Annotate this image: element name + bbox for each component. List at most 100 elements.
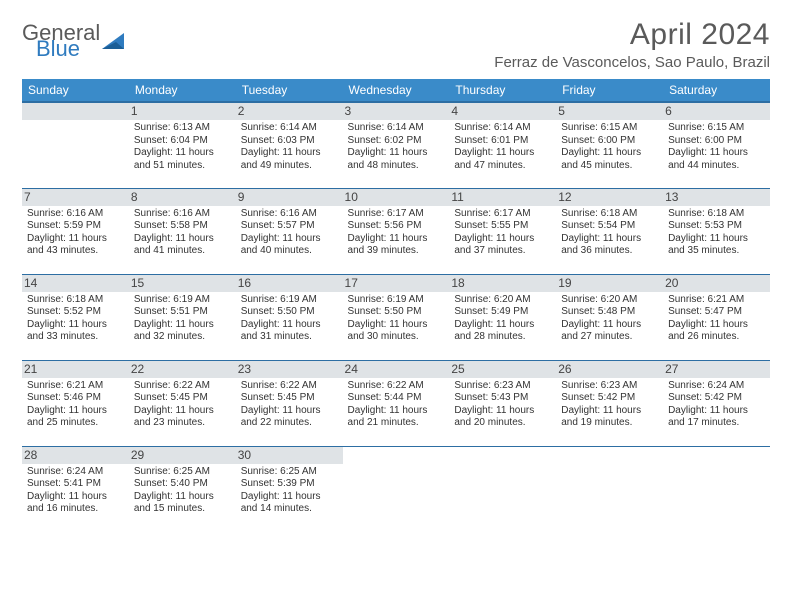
day-number: 23 — [236, 361, 343, 378]
day-number: 26 — [556, 361, 663, 378]
day-number: 19 — [556, 275, 663, 292]
day-number: 30 — [236, 447, 343, 464]
day-info: Sunrise: 6:19 AMSunset: 5:51 PMDaylight:… — [134, 294, 231, 344]
day-info: Sunrise: 6:24 AMSunset: 5:42 PMDaylight:… — [668, 380, 765, 430]
header: General Blue April 2024 Ferraz de Vascon… — [22, 18, 770, 71]
day-info: Sunrise: 6:16 AMSunset: 5:57 PMDaylight:… — [241, 208, 338, 258]
dayname-2: Tuesday — [236, 79, 343, 102]
day-cell — [449, 446, 556, 532]
day-cell: 4 Sunrise: 6:14 AMSunset: 6:01 PMDaylight… — [449, 102, 556, 188]
dayname-6: Saturday — [663, 79, 770, 102]
day-number: 15 — [129, 275, 236, 292]
day-number: 5 — [556, 103, 663, 120]
day-number: 20 — [663, 275, 770, 292]
day-number: 27 — [663, 361, 770, 378]
day-cell: 16Sunrise: 6:19 AMSunset: 5:50 PMDayligh… — [236, 274, 343, 360]
dayname-4: Thursday — [449, 79, 556, 102]
day-number: 12 — [556, 189, 663, 206]
day-number: 2 — [236, 103, 343, 120]
day-cell: 11 Sunrise: 6:17 AMSunset: 5:55 PMDayligh… — [449, 188, 556, 274]
day-info: Sunrise: 6:15 AMSunset: 6:00 PMDaylight:… — [668, 122, 765, 172]
day-number: 6 — [663, 103, 770, 120]
logo-word-2: Blue — [36, 38, 100, 60]
day-cell: 19Sunrise: 6:20 AMSunset: 5:48 PMDayligh… — [556, 274, 663, 360]
day-cell — [556, 446, 663, 532]
day-cell: 20 Sunrise: 6:21 AMSunset: 5:47 PMDayligh… — [663, 274, 770, 360]
day-number: 28 — [22, 447, 129, 464]
day-cell: 28Sunrise: 6:24 AMSunset: 5:41 PMDayligh… — [22, 446, 129, 532]
day-cell: 3 Sunrise: 6:14 AMSunset: 6:02 PMDaylight… — [343, 102, 450, 188]
logo-triangle-icon — [102, 31, 128, 51]
day-number: 4 — [449, 103, 556, 120]
day-cell — [663, 446, 770, 532]
day-cell: 15 Sunrise: 6:19 AMSunset: 5:51 PMDayligh… — [129, 274, 236, 360]
day-cell: 26 Sunrise: 6:23 AMSunset: 5:42 PMDayligh… — [556, 360, 663, 446]
day-number: 11 — [449, 189, 556, 206]
day-cell: 17Sunrise: 6:19 AMSunset: 5:50 PMDayligh… — [343, 274, 450, 360]
day-number: 29 — [129, 447, 236, 464]
day-number: 21 — [22, 361, 129, 378]
day-number: 22 — [129, 361, 236, 378]
day-info: Sunrise: 6:14 AMSunset: 6:02 PMDaylight:… — [348, 122, 445, 172]
day-info: Sunrise: 6:19 AMSunset: 5:50 PMDaylight:… — [348, 294, 445, 344]
day-cell — [343, 446, 450, 532]
day-cell: 25 Sunrise: 6:23 AMSunset: 5:43 PMDayligh… — [449, 360, 556, 446]
day-cell: 10 Sunrise: 6:17 AMSunset: 5:56 PMDayligh… — [343, 188, 450, 274]
day-info: Sunrise: 6:22 AMSunset: 5:45 PMDaylight:… — [241, 380, 338, 430]
day-cell: 22 Sunrise: 6:22 AMSunset: 5:45 PMDayligh… — [129, 360, 236, 446]
day-info: Sunrise: 6:19 AMSunset: 5:50 PMDaylight:… — [241, 294, 338, 344]
day-cell — [22, 102, 129, 188]
day-info: Sunrise: 6:21 AMSunset: 5:46 PMDaylight:… — [27, 380, 124, 430]
day-cell: 14 Sunrise: 6:18 AMSunset: 5:52 PMDayligh… — [22, 274, 129, 360]
dayname-5: Friday — [556, 79, 663, 102]
day-cell: 9 Sunrise: 6:16 AMSunset: 5:57 PMDaylight… — [236, 188, 343, 274]
day-info: Sunrise: 6:17 AMSunset: 5:56 PMDaylight:… — [348, 208, 445, 258]
page-title: April 2024 — [494, 18, 770, 52]
day-cell: 27 Sunrise: 6:24 AMSunset: 5:42 PMDayligh… — [663, 360, 770, 446]
day-info: Sunrise: 6:18 AMSunset: 5:52 PMDaylight:… — [27, 294, 124, 344]
day-cell: 18Sunrise: 6:20 AMSunset: 5:49 PMDayligh… — [449, 274, 556, 360]
day-number: 1 — [129, 103, 236, 120]
logo: General Blue — [22, 22, 128, 60]
day-cell: 12 Sunrise: 6:18 AMSunset: 5:54 PMDayligh… — [556, 188, 663, 274]
day-number: 10 — [343, 189, 450, 206]
dayname-0: Sunday — [22, 79, 129, 102]
day-info: Sunrise: 6:18 AMSunset: 5:53 PMDaylight:… — [668, 208, 765, 258]
day-number: 14 — [22, 275, 129, 292]
day-info: Sunrise: 6:16 AMSunset: 5:59 PMDaylight:… — [27, 208, 124, 258]
day-cell: 21 Sunrise: 6:21 AMSunset: 5:46 PMDayligh… — [22, 360, 129, 446]
day-info: Sunrise: 6:22 AMSunset: 5:44 PMDaylight:… — [348, 380, 445, 430]
day-info: Sunrise: 6:22 AMSunset: 5:45 PMDaylight:… — [134, 380, 231, 430]
day-number: 24 — [343, 361, 450, 378]
day-cell: 23 Sunrise: 6:22 AMSunset: 5:45 PMDayligh… — [236, 360, 343, 446]
day-number: 3 — [343, 103, 450, 120]
day-info: Sunrise: 6:14 AMSunset: 6:03 PMDaylight:… — [241, 122, 338, 172]
dayname-1: Monday — [129, 79, 236, 102]
day-cell: 24 Sunrise: 6:22 AMSunset: 5:44 PMDayligh… — [343, 360, 450, 446]
day-cell: 29 Sunrise: 6:25 AMSunset: 5:40 PMDayligh… — [129, 446, 236, 532]
day-info: Sunrise: 6:14 AMSunset: 6:01 PMDaylight:… — [454, 122, 551, 172]
day-info: Sunrise: 6:21 AMSunset: 5:47 PMDaylight:… — [668, 294, 765, 344]
day-number: 25 — [449, 361, 556, 378]
day-number: 8 — [129, 189, 236, 206]
day-cell: 6 Sunrise: 6:15 AMSunset: 6:00 PMDaylight… — [663, 102, 770, 188]
day-cell: 7 Sunrise: 6:16 AMSunset: 5:59 PMDaylight… — [22, 188, 129, 274]
day-cell: 1Sunrise: 6:13 AMSunset: 6:04 PMDaylight… — [129, 102, 236, 188]
day-info: Sunrise: 6:25 AMSunset: 5:39 PMDaylight:… — [241, 466, 338, 516]
day-info: Sunrise: 6:25 AMSunset: 5:40 PMDaylight:… — [134, 466, 231, 516]
day-number: 13 — [663, 189, 770, 206]
day-number: 7 — [22, 189, 129, 206]
page-subtitle: Ferraz de Vasconcelos, Sao Paulo, Brazil — [494, 54, 770, 71]
day-info: Sunrise: 6:17 AMSunset: 5:55 PMDaylight:… — [454, 208, 551, 258]
day-number: 9 — [236, 189, 343, 206]
day-cell: 8Sunrise: 6:16 AMSunset: 5:58 PMDaylight… — [129, 188, 236, 274]
day-cell: 13 Sunrise: 6:18 AMSunset: 5:53 PMDayligh… — [663, 188, 770, 274]
day-info: Sunrise: 6:23 AMSunset: 5:43 PMDaylight:… — [454, 380, 551, 430]
day-cell: 30 Sunrise: 6:25 AMSunset: 5:39 PMDayligh… — [236, 446, 343, 532]
calendar-table: SundayMondayTuesdayWednesdayThursdayFrid… — [22, 79, 770, 532]
dayname-3: Wednesday — [343, 79, 450, 102]
day-info: Sunrise: 6:23 AMSunset: 5:42 PMDaylight:… — [561, 380, 658, 430]
day-number: 18 — [449, 275, 556, 292]
day-info: Sunrise: 6:15 AMSunset: 6:00 PMDaylight:… — [561, 122, 658, 172]
day-info: Sunrise: 6:18 AMSunset: 5:54 PMDaylight:… — [561, 208, 658, 258]
